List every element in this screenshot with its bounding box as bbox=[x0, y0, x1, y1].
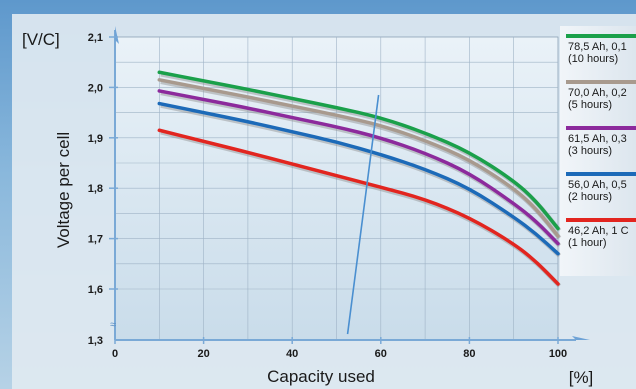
y-axis-arrow bbox=[115, 26, 119, 44]
tick-labels: 1,3 1,6 1,7 1,8 1,9 2,0 2,1 0 20 40 60 80 100 bbox=[88, 32, 567, 360]
y-tick-label: 2,1 bbox=[88, 32, 103, 44]
y-tick-label: 1,7 bbox=[88, 234, 103, 246]
x-tick-label: 0 bbox=[112, 348, 118, 360]
series-line-1 bbox=[157, 70, 560, 231]
axes: ≈ bbox=[109, 26, 590, 344]
legend-sub-3: (3 hours) bbox=[568, 145, 612, 157]
capacity-marker-line bbox=[346, 94, 380, 335]
legend-label-3: 61,5 Ah, 0,3 bbox=[568, 133, 627, 145]
legend-sub-2: (5 hours) bbox=[568, 99, 612, 111]
legend-sub-4: (2 hours) bbox=[568, 191, 612, 203]
legend-label-2: 70,0 Ah, 0,2 bbox=[568, 87, 627, 99]
series-line-5 bbox=[157, 128, 560, 286]
x-tick-label: 100 bbox=[549, 348, 567, 360]
y-axis-title: Voltage per cell bbox=[54, 132, 73, 248]
axis-break-icon: ≈ bbox=[110, 319, 116, 331]
legend-label-1: 78,5 Ah, 0,1 bbox=[568, 41, 627, 53]
legend-label-5: 46,2 Ah, 1 C bbox=[568, 225, 629, 237]
y-tick-label: 1,6 bbox=[88, 284, 103, 296]
x-tick-label: 40 bbox=[286, 348, 298, 360]
x-tick-label: 80 bbox=[463, 348, 475, 360]
legend: 78,5 Ah, 0,1(10 hours) 70,0 Ah, 0,2(5 hou… bbox=[566, 34, 636, 249]
y-tick-label: 1,3 bbox=[88, 335, 103, 347]
y-tick-label: 1,8 bbox=[88, 183, 103, 195]
y-tick-label: 1,9 bbox=[88, 133, 103, 145]
legend-label-4: 56,0 Ah, 0,5 bbox=[568, 179, 627, 191]
legend-sub-1: (10 hours) bbox=[568, 53, 618, 65]
series-line-2 bbox=[157, 78, 560, 238]
series-line-4 bbox=[157, 101, 560, 256]
x-axis-title: Capacity used bbox=[267, 367, 375, 386]
legend-panel bbox=[560, 26, 636, 276]
x-axis-arrow bbox=[572, 336, 590, 340]
x-tick-label: 20 bbox=[197, 348, 209, 360]
series-line-3 bbox=[157, 89, 560, 246]
x-tick-label: 60 bbox=[375, 348, 387, 360]
legend-sub-5: (1 hour) bbox=[568, 237, 607, 249]
y-unit-label: [V/C] bbox=[22, 30, 60, 49]
grid-lines bbox=[115, 37, 558, 340]
x-unit-label: [%] bbox=[569, 368, 594, 387]
series-layer bbox=[157, 70, 562, 335]
y-tick-label: 2,0 bbox=[88, 82, 103, 94]
